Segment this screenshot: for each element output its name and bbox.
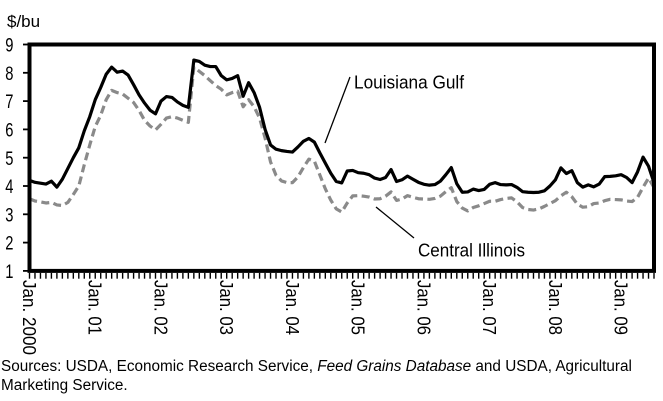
annotation-label-central-illinois: Central Illinois <box>418 240 525 260</box>
source-text-3: Marketing Service. <box>1 376 128 394</box>
x-tick-label-1: Jan. 01 <box>85 280 105 335</box>
y-tick-label-8: 8 <box>5 63 13 85</box>
y-tick-label-4: 4 <box>5 176 13 198</box>
annotation-leader-central-illinois <box>375 206 415 239</box>
source-text-1: Sources: USDA, Economic Research Service… <box>1 357 318 375</box>
x-tick-label-4: Jan. 04 <box>282 280 302 335</box>
series-line-central-illinois <box>28 65 656 214</box>
x-tick-label-8: Jan. 08 <box>545 280 565 335</box>
y-tick-label-9: 9 <box>5 35 13 57</box>
x-tick-label-2: Jan. 02 <box>150 280 170 335</box>
annotation-label-louisiana-gulf: Louisiana Gulf <box>354 72 465 92</box>
source-text-italic: Feed Grains Database <box>317 357 472 375</box>
x-tick-label-3: Jan. 03 <box>216 280 236 335</box>
plot-frame <box>27 42 656 273</box>
x-tick-label-6: Jan. 06 <box>413 280 433 335</box>
series-line-louisiana-gulf <box>27 58 656 195</box>
x-tick-label-0: Jan. 2000 <box>19 280 39 355</box>
x-tick-label-5: Jan. 05 <box>348 280 368 335</box>
x-tick-label-7: Jan. 07 <box>479 280 499 335</box>
y-axis-title: $/bu <box>7 12 41 32</box>
annotation-leader-louisiana-gulf <box>324 76 351 144</box>
y-tick-label-6: 6 <box>5 120 13 142</box>
source-note: Sources: USDA, Economic Research Service… <box>1 357 632 395</box>
y-tick-label-2: 2 <box>5 233 13 255</box>
y-tick-label-7: 7 <box>5 91 13 113</box>
y-tick-label-3: 3 <box>5 204 13 226</box>
y-tick-label-1: 1 <box>5 261 13 283</box>
source-text-2: and USDA, Agricultural <box>471 357 632 375</box>
x-tick-label-9: Jan. 09 <box>611 280 631 335</box>
y-tick-label-5: 5 <box>5 148 13 170</box>
